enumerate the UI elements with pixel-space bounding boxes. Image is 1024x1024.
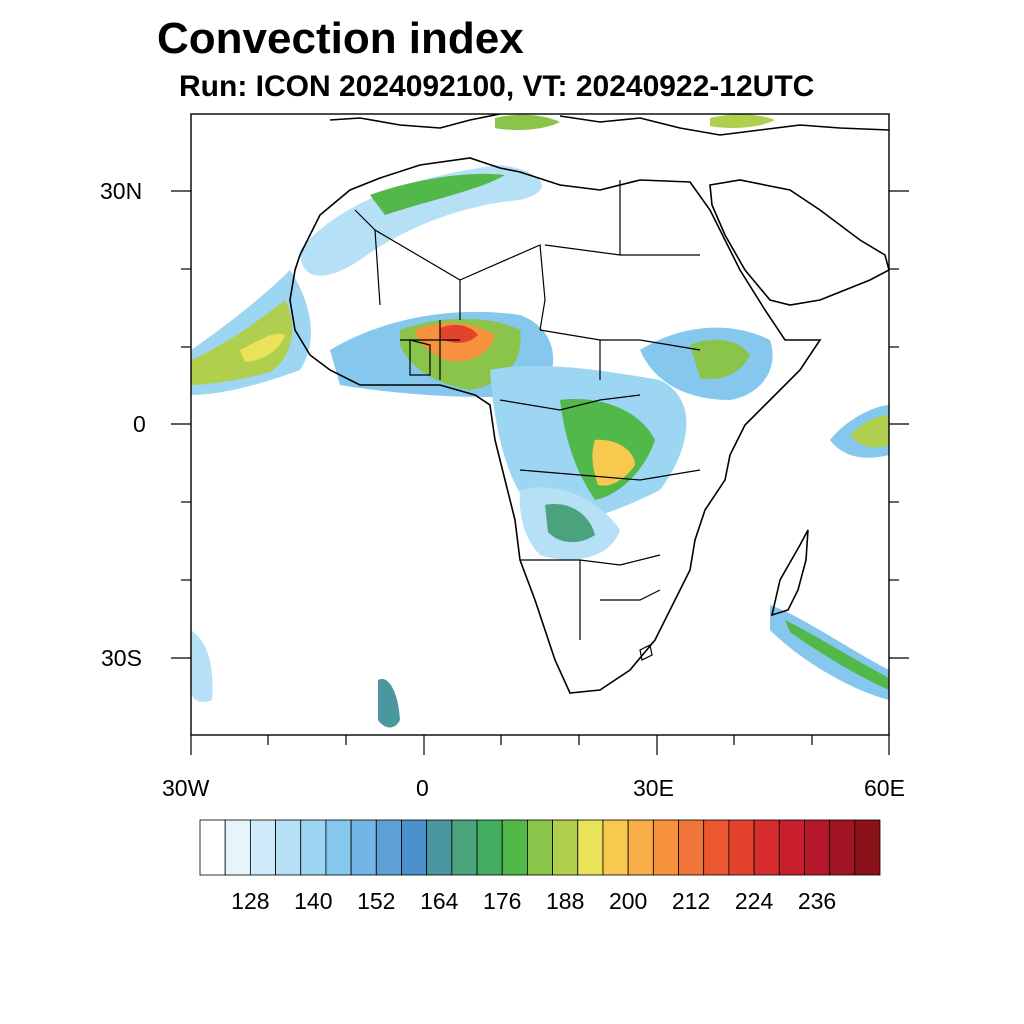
colorbar-swatch [476,819,503,876]
axis-ticks [171,190,909,755]
chart-subtitle: Run: ICON 2024092100, VT: 20240922-12UTC [179,70,815,103]
colorbar-label: 212 [671,888,711,914]
colorbar-label: 176 [483,888,522,914]
coastlines [289,114,889,694]
border-line [354,180,701,640]
lon-tick-label: 0 [416,775,429,801]
colorbar-swatch [199,819,226,876]
colorbar-swatch [703,819,730,876]
colorbar-label: 140 [294,888,333,914]
convection-patch-south-atlantic [378,679,400,728]
colorbar-swatch [753,819,780,876]
colorbar-swatch [501,819,528,876]
madagascar-coastline [770,529,809,617]
colorbar-swatch [249,819,276,876]
colorbar-swatch [854,819,881,876]
colorbar-label: 188 [545,888,585,914]
arabia-coastline [709,179,889,306]
colorbar-swatch [728,819,755,876]
lat-tick-label: 0 [133,411,146,437]
chart-title: Convection index [157,14,524,63]
lon-tick-label: 30W [162,775,210,801]
colorbar-label: 128 [231,888,270,914]
convection-patch-atlantic-west-core [191,300,293,385]
colorbar-label: 224 [734,888,774,914]
colorbar-label: 236 [797,888,837,914]
colorbar-swatch [275,819,302,876]
colorbar-swatch [804,819,831,876]
europe-coastline [329,114,889,136]
convection-patch-ethiopia-core [690,339,750,380]
colorbar-label: 164 [420,888,459,914]
convection-patch-sahara-core [370,173,505,215]
colorbar-swatch [350,819,377,876]
colorbar-swatch [401,819,428,876]
convection-patch-indian-ocean-eq-core [850,415,889,448]
colorbar-swatch [451,819,478,876]
convection-patch-sahara [300,165,542,276]
colorbar-swatch [224,819,251,876]
convection-patch-mediterranean [495,114,560,130]
convection-patch-congo-hot [592,439,635,486]
convection-patch-madagascar-band-core [785,620,889,690]
colorbar-swatch [325,819,352,876]
colorbar-swatch [678,819,705,876]
colorbar-swatch [627,819,654,876]
convection-patch-west-africa-peak [440,324,478,343]
lon-tick-label: 30E [633,775,674,801]
colorbar-swatch [426,819,453,876]
country-borders [354,180,701,661]
colorbar-swatch [652,819,679,876]
colorbar-swatch [577,819,604,876]
border-line [409,339,653,661]
lat-tick-label: 30N [100,178,143,204]
colorbar-swatch [552,819,579,876]
convection-patch-atlantic-west-hot [240,333,285,362]
convection-patch-southern-africa-core [545,504,595,543]
colorbar-label: 200 [608,888,648,914]
africa-coastline [289,157,822,694]
colorbar [199,819,881,876]
lon-tick-label: 60E [864,775,905,801]
colorbar-swatch [602,819,629,876]
convection-patch-mediterranean-east [710,114,775,128]
convection-field [191,114,889,728]
colorbar-swatch [375,819,402,876]
colorbar-swatch [778,819,805,876]
convection-patch-atlantic-sw [191,630,213,702]
colorbar-label: 152 [357,888,396,914]
colorbar-swatch [300,819,327,876]
colorbar-swatch [527,819,553,876]
colorbar-swatch [829,819,856,876]
lat-tick-label: 30S [101,645,142,671]
